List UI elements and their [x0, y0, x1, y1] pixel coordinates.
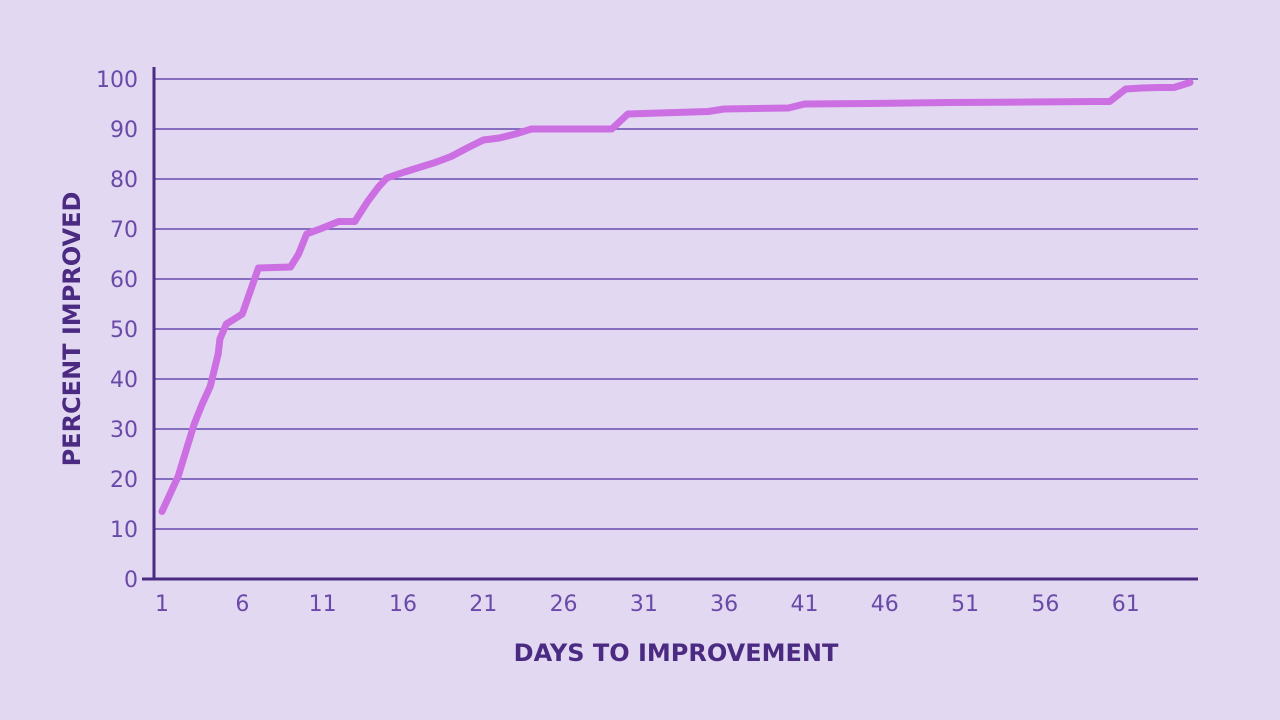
x-tick-label: 51	[951, 592, 979, 617]
x-tick-label: 11	[309, 592, 337, 617]
y-tick-label: 30	[110, 418, 138, 443]
y-axis-title: PERCENT IMPROVED	[58, 192, 86, 467]
x-tick-label: 21	[469, 592, 497, 617]
y-tick-labels: 0 10 20 30 40 50 60 70 80 90 100	[96, 68, 138, 593]
x-tick-label: 56	[1031, 592, 1059, 617]
x-tick-label: 31	[630, 592, 658, 617]
y-tick-label: 0	[124, 568, 138, 593]
y-tick-label: 90	[110, 118, 138, 143]
x-tick-label: 16	[389, 592, 417, 617]
y-tick-label: 60	[110, 268, 138, 293]
x-tick-labels: 1 6 11 16 21 26 31 36 41 46 51 56 61	[155, 592, 1140, 617]
y-tick-label: 70	[110, 218, 138, 243]
series-line	[158, 79, 1194, 515]
y-tick-label: 100	[96, 68, 138, 93]
x-tick-label: 36	[710, 592, 738, 617]
y-tick-label: 50	[110, 318, 138, 343]
x-tick-label: 41	[790, 592, 818, 617]
x-tick-label: 46	[871, 592, 899, 617]
axes	[142, 67, 1198, 581]
x-axis-title: DAYS TO IMPROVEMENT	[514, 639, 839, 667]
y-tick-label: 20	[110, 468, 138, 493]
x-tick-label: 1	[155, 592, 169, 617]
grid-lines	[154, 78, 1198, 530]
x-tick-label: 61	[1112, 592, 1140, 617]
y-tick-label: 80	[110, 168, 138, 193]
y-tick-label: 10	[110, 518, 138, 543]
x-tick-label: 6	[235, 592, 249, 617]
y-tick-label: 40	[110, 368, 138, 393]
x-tick-label: 26	[550, 592, 578, 617]
